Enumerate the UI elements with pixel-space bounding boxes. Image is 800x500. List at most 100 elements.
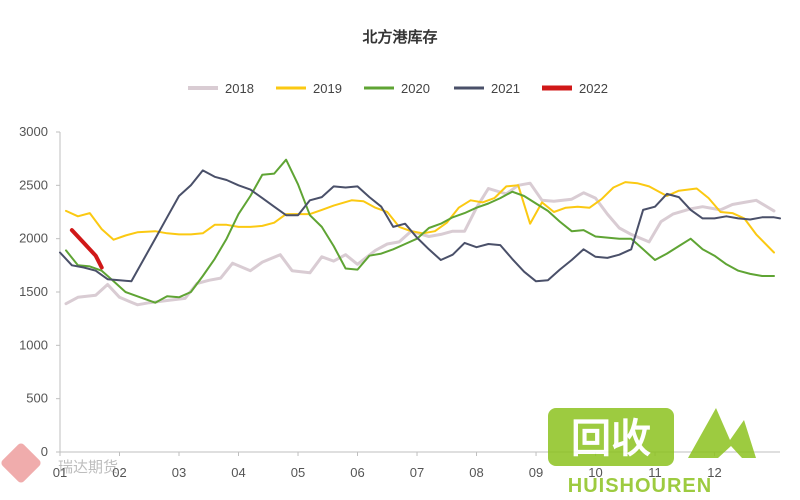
data-point (440, 233, 442, 235)
data-point (547, 210, 549, 212)
data-point (178, 195, 180, 197)
right-logo-text-bottom: HUISHOUREN (568, 475, 712, 497)
data-point (690, 209, 692, 211)
data-point (190, 184, 192, 186)
data-point (214, 176, 216, 178)
data-point (184, 297, 186, 299)
data-point (559, 221, 561, 223)
data-point (487, 188, 489, 190)
data-point (83, 267, 85, 269)
legend-label: 2018 (225, 81, 254, 96)
data-point (368, 196, 370, 198)
data-point (101, 228, 103, 230)
data-point (333, 260, 335, 262)
data-point (458, 207, 460, 209)
y-tick-label: 2000 (19, 231, 48, 246)
data-point (166, 295, 168, 297)
data-point (553, 200, 555, 202)
left-logo-mark-icon (1, 443, 41, 483)
data-point (321, 209, 323, 211)
data-point (261, 197, 263, 199)
data-point (624, 181, 626, 183)
data-point (154, 302, 156, 304)
data-point (493, 197, 495, 199)
data-point (249, 270, 251, 272)
data-point (380, 253, 382, 255)
series-2018 (64, 181, 776, 307)
data-point (273, 173, 275, 175)
data-point (357, 269, 359, 271)
data-point (273, 222, 275, 224)
data-point (345, 254, 347, 256)
data-point (630, 233, 632, 235)
data-point (297, 214, 299, 216)
data-point (404, 223, 406, 225)
data-point (737, 270, 739, 272)
data-point (595, 236, 597, 238)
data-point (714, 217, 716, 219)
data-point (166, 300, 168, 302)
data-point (702, 248, 704, 250)
data-point (285, 214, 287, 216)
left-logo-watermark: 瑞达期货 (1, 443, 118, 483)
data-point (374, 207, 376, 209)
x-tick-label: 06 (350, 465, 364, 480)
series-group (59, 158, 781, 307)
y-tick-label: 0 (41, 444, 48, 459)
data-point (541, 199, 543, 201)
legend-item-2021: 2021 (454, 81, 520, 96)
data-point (452, 254, 454, 256)
series-2020 (65, 158, 775, 304)
data-point (452, 216, 454, 218)
data-point (606, 257, 608, 259)
data-point (636, 182, 638, 184)
data-point (583, 248, 585, 250)
x-tick-label: 11 (648, 465, 662, 480)
data-point (660, 221, 662, 223)
data-point (440, 259, 442, 261)
data-point (577, 206, 579, 208)
data-point (452, 230, 454, 232)
data-point (446, 222, 448, 224)
data-point (505, 185, 507, 187)
data-point (333, 185, 335, 187)
x-tick-label: 10 (588, 465, 602, 480)
data-point (416, 237, 418, 239)
data-point (136, 231, 138, 233)
data-point (725, 263, 727, 265)
data-point (226, 238, 228, 240)
data-point (559, 269, 561, 271)
x-tick-label: 04 (231, 465, 245, 480)
data-point (261, 174, 263, 176)
data-point (720, 211, 722, 213)
data-point (297, 183, 299, 185)
data-point (95, 270, 97, 272)
data-point (125, 235, 127, 237)
data-point (309, 272, 311, 274)
data-point (529, 182, 531, 184)
data-point (107, 278, 109, 280)
series-2022 (69, 228, 104, 270)
data-point (606, 237, 608, 239)
data-point (547, 279, 549, 281)
series-line-2022 (69, 228, 104, 270)
data-point (666, 193, 668, 195)
data-point (571, 259, 573, 261)
y-tick-label: 3000 (19, 124, 48, 139)
data-point (761, 275, 763, 277)
legend-label: 2022 (579, 81, 608, 96)
x-tick-label: 01 (53, 465, 67, 480)
data-point (130, 280, 132, 282)
data-point (428, 227, 430, 229)
data-point (678, 190, 680, 192)
data-point (285, 159, 287, 161)
data-point (321, 256, 323, 258)
data-point (535, 280, 537, 282)
data-point (749, 219, 751, 221)
legend-label: 2020 (401, 81, 430, 96)
data-point (440, 223, 442, 225)
data-point (761, 216, 763, 218)
data-point (136, 295, 138, 297)
data-point (166, 232, 168, 234)
